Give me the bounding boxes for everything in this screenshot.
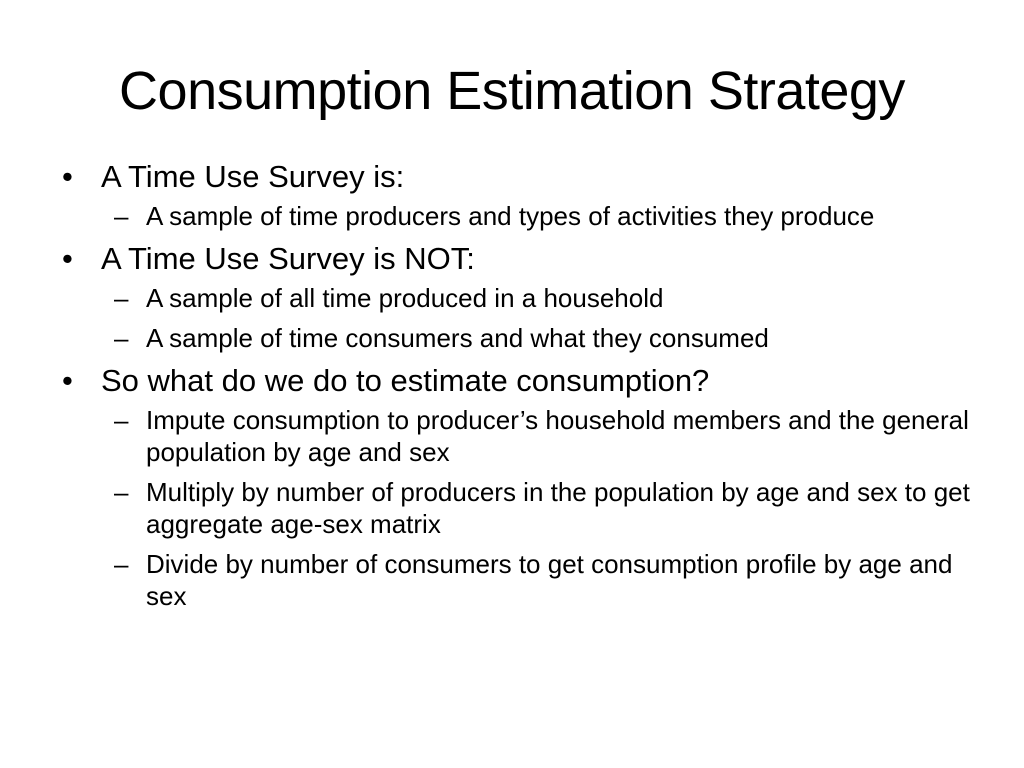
sub-item: – A sample of time producers and types o… xyxy=(62,200,972,232)
dash-marker: – xyxy=(114,477,129,507)
sub-list: – A sample of all time produced in a hou… xyxy=(62,282,972,354)
bullet-text: A Time Use Survey is NOT: xyxy=(101,241,475,276)
sub-item: – A sample of all time produced in a hou… xyxy=(62,282,972,314)
sub-item: – Divide by number of consumers to get c… xyxy=(62,548,972,612)
bullet-marker: • xyxy=(62,241,73,276)
sub-item: – A sample of time consumers and what th… xyxy=(62,322,972,354)
dash-marker: – xyxy=(114,283,129,313)
dash-marker: – xyxy=(114,201,129,231)
bullet-item: • So what do we do to estimate consumpti… xyxy=(62,362,972,400)
slide-body: • A Time Use Survey is: – A sample of ti… xyxy=(62,158,972,620)
dash-marker: – xyxy=(114,323,129,353)
bullet-item: • A Time Use Survey is: xyxy=(62,158,972,196)
bullet-marker: • xyxy=(62,159,73,194)
sub-item-text: Multiply by number of producers in the p… xyxy=(146,477,970,539)
sub-list: – A sample of time producers and types o… xyxy=(62,200,972,232)
sub-item-text: A sample of time consumers and what they… xyxy=(146,323,769,353)
bullet-marker: • xyxy=(62,363,73,398)
sub-item: – Impute consumption to producer’s house… xyxy=(62,404,972,468)
sub-item-text: Divide by number of consumers to get con… xyxy=(146,549,953,611)
bullet-item: • A Time Use Survey is NOT: xyxy=(62,240,972,278)
sub-list: – Impute consumption to producer’s house… xyxy=(62,404,972,612)
bullet-text: A Time Use Survey is: xyxy=(101,159,405,194)
dash-marker: – xyxy=(114,549,129,579)
slide-title: Consumption Estimation Strategy xyxy=(119,61,905,121)
sub-item-text: A sample of all time produced in a house… xyxy=(146,283,664,313)
sub-item-text: A sample of time producers and types of … xyxy=(146,201,875,231)
sub-item: – Multiply by number of producers in the… xyxy=(62,476,972,540)
bullet-text: So what do we do to estimate consumption… xyxy=(101,363,710,398)
sub-item-text: Impute consumption to producer’s househo… xyxy=(146,405,969,467)
dash-marker: – xyxy=(114,405,129,435)
